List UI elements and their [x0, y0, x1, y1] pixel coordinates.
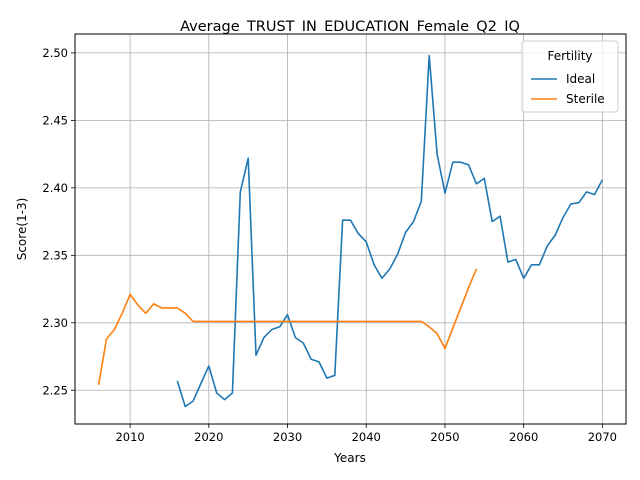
y-axis-label: Score(1-3) [15, 198, 29, 261]
x-tick-label: 2060 [509, 430, 538, 444]
y-tick-label: 2.45 [42, 113, 68, 127]
y-tick-label: 2.35 [42, 248, 68, 262]
x-tick-label: 2070 [588, 430, 617, 444]
y-tick-label: 2.30 [42, 316, 68, 330]
x-tick-label: 2030 [273, 430, 302, 444]
x-tick-label: 2020 [194, 430, 223, 444]
legend-label-sterile: Sterile [566, 92, 605, 106]
x-tick-label: 2010 [115, 430, 144, 444]
legend-title: Fertility [547, 49, 592, 63]
y-tick-label: 2.25 [42, 383, 68, 397]
y-tick-label: 2.40 [42, 181, 68, 195]
x-tick-label: 2050 [430, 430, 459, 444]
x-axis-label: Years [333, 451, 366, 465]
legend: Fertility Ideal Sterile [522, 41, 618, 112]
y-tick-label: 2.50 [42, 46, 68, 60]
legend-label-ideal: Ideal [566, 72, 595, 86]
x-tick-label: 2040 [352, 430, 381, 444]
chart-title: Average_TRUST_IN_EDUCATION_Female_Q2_IQ [180, 19, 520, 35]
